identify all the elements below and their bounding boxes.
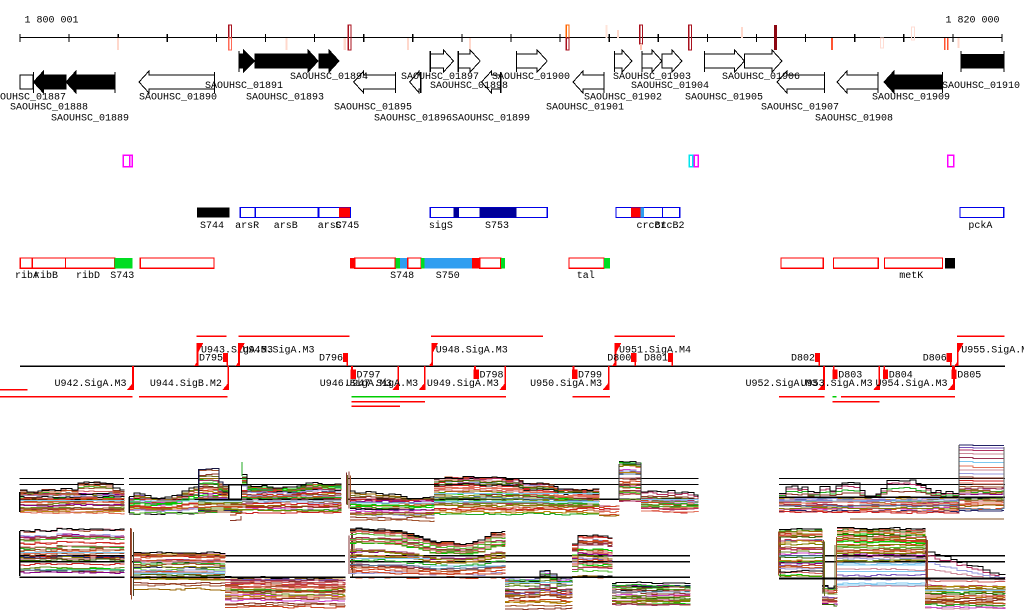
svg-text:SAOUHSC_01897: SAOUHSC_01897 bbox=[401, 72, 479, 83]
svg-text:1 820 000: 1 820 000 bbox=[945, 15, 999, 26]
svg-text:SAOUHSC_01896: SAOUHSC_01896 bbox=[374, 114, 452, 125]
svg-text:U954.SigA.M3: U954.SigA.M3 bbox=[875, 378, 947, 390]
svg-text:SAOUHSC_01906: SAOUHSC_01906 bbox=[722, 72, 800, 83]
svg-text:ribA: ribA bbox=[15, 270, 39, 282]
svg-text:U945.SigA.M3: U945.SigA.M3 bbox=[243, 345, 315, 357]
svg-text:arsR: arsR bbox=[235, 221, 259, 232]
svg-text:SAOUHSC_01900: SAOUHSC_01900 bbox=[492, 72, 570, 83]
svg-text:U955.SigA.M3: U955.SigA.M3 bbox=[961, 345, 1024, 357]
svg-text:SAOUHSC_01904: SAOUHSC_01904 bbox=[631, 81, 709, 92]
svg-text:U950.SigA.M3: U950.SigA.M3 bbox=[530, 378, 602, 390]
svg-text:SAOUHSC_01891: SAOUHSC_01891 bbox=[205, 81, 283, 92]
svg-text:SAOUHSC_01909: SAOUHSC_01909 bbox=[872, 93, 950, 104]
svg-text:S744: S744 bbox=[200, 221, 224, 232]
svg-text:tal: tal bbox=[577, 270, 595, 282]
svg-text:SAOUHSC_01910: SAOUHSC_01910 bbox=[942, 81, 1020, 92]
svg-text:SAOUHSC_01898: SAOUHSC_01898 bbox=[430, 81, 508, 92]
svg-text:U952.SigA.M3: U952.SigA.M3 bbox=[745, 378, 817, 390]
svg-text:D796: D796 bbox=[319, 354, 343, 365]
svg-text:OUHSC_01887: OUHSC_01887 bbox=[0, 93, 66, 104]
svg-text:D805: D805 bbox=[957, 370, 981, 381]
svg-text:metK: metK bbox=[899, 271, 923, 282]
svg-text:D801: D801 bbox=[644, 354, 668, 365]
svg-text:S745: S745 bbox=[335, 221, 359, 232]
svg-text:SAOUHSC_01908: SAOUHSC_01908 bbox=[815, 114, 893, 125]
svg-text:U948.SigA.M3: U948.SigA.M3 bbox=[436, 345, 508, 357]
svg-text:crcB2: crcB2 bbox=[655, 221, 685, 232]
svg-text:D804: D804 bbox=[889, 370, 913, 381]
svg-text:U947.SigA.M3: U947.SigA.M3 bbox=[346, 378, 418, 390]
svg-text:U946.SigA.M3: U946.SigA.M3 bbox=[320, 378, 392, 390]
svg-text:D800: D800 bbox=[607, 354, 631, 365]
svg-text:SAOUHSC_01907: SAOUHSC_01907 bbox=[761, 103, 839, 114]
svg-text:U944.SigB.M2: U944.SigB.M2 bbox=[150, 378, 222, 390]
svg-text:D806: D806 bbox=[923, 354, 947, 365]
svg-text:S750: S750 bbox=[436, 271, 460, 282]
svg-text:SAOUHSC_01895: SAOUHSC_01895 bbox=[334, 103, 412, 114]
svg-text:crcB1: crcB1 bbox=[637, 221, 667, 232]
svg-text:U942.SigA.M3: U942.SigA.M3 bbox=[54, 378, 126, 390]
svg-text:SAOUHSC_01899: SAOUHSC_01899 bbox=[452, 114, 530, 125]
svg-text:SAOUHSC_01893: SAOUHSC_01893 bbox=[246, 93, 324, 104]
svg-text:pckA: pckA bbox=[968, 220, 992, 232]
svg-text:SAOUHSC_01894: SAOUHSC_01894 bbox=[290, 72, 368, 83]
svg-text:U953.SigA.M3: U953.SigA.M3 bbox=[801, 378, 873, 390]
svg-text:U949.SigA.M3: U949.SigA.M3 bbox=[427, 378, 499, 390]
svg-text:arsB: arsB bbox=[274, 221, 298, 232]
svg-text:D798: D798 bbox=[480, 370, 504, 381]
svg-text:D795: D795 bbox=[199, 354, 223, 365]
svg-text:U943.SigA.M3: U943.SigA.M3 bbox=[201, 345, 273, 357]
svg-text:S743: S743 bbox=[110, 271, 134, 282]
svg-text:SAOUHSC_01888: SAOUHSC_01888 bbox=[10, 103, 88, 114]
svg-text:arsC: arsC bbox=[318, 221, 342, 232]
svg-text:ribD: ribD bbox=[76, 270, 100, 282]
svg-text:S753: S753 bbox=[485, 221, 509, 232]
svg-text:SAOUHSC_01890: SAOUHSC_01890 bbox=[139, 93, 217, 104]
svg-text:D797: D797 bbox=[357, 370, 381, 381]
svg-text:SAOUHSC_01903: SAOUHSC_01903 bbox=[613, 72, 691, 83]
svg-text:D802: D802 bbox=[791, 354, 815, 365]
svg-text:ribB: ribB bbox=[34, 270, 58, 282]
svg-text:D799: D799 bbox=[578, 370, 602, 381]
svg-text:SAOUHSC_01902: SAOUHSC_01902 bbox=[584, 93, 662, 104]
svg-text:SAOUHSC_01905: SAOUHSC_01905 bbox=[685, 93, 763, 104]
svg-text:1 800 001: 1 800 001 bbox=[25, 15, 79, 26]
svg-text:sigS: sigS bbox=[429, 220, 453, 232]
svg-text:S748: S748 bbox=[390, 271, 414, 282]
svg-text:SAOUHSC_01901: SAOUHSC_01901 bbox=[546, 103, 624, 114]
svg-text:D803: D803 bbox=[838, 370, 862, 381]
svg-text:SAOUHSC_01889: SAOUHSC_01889 bbox=[51, 114, 129, 125]
